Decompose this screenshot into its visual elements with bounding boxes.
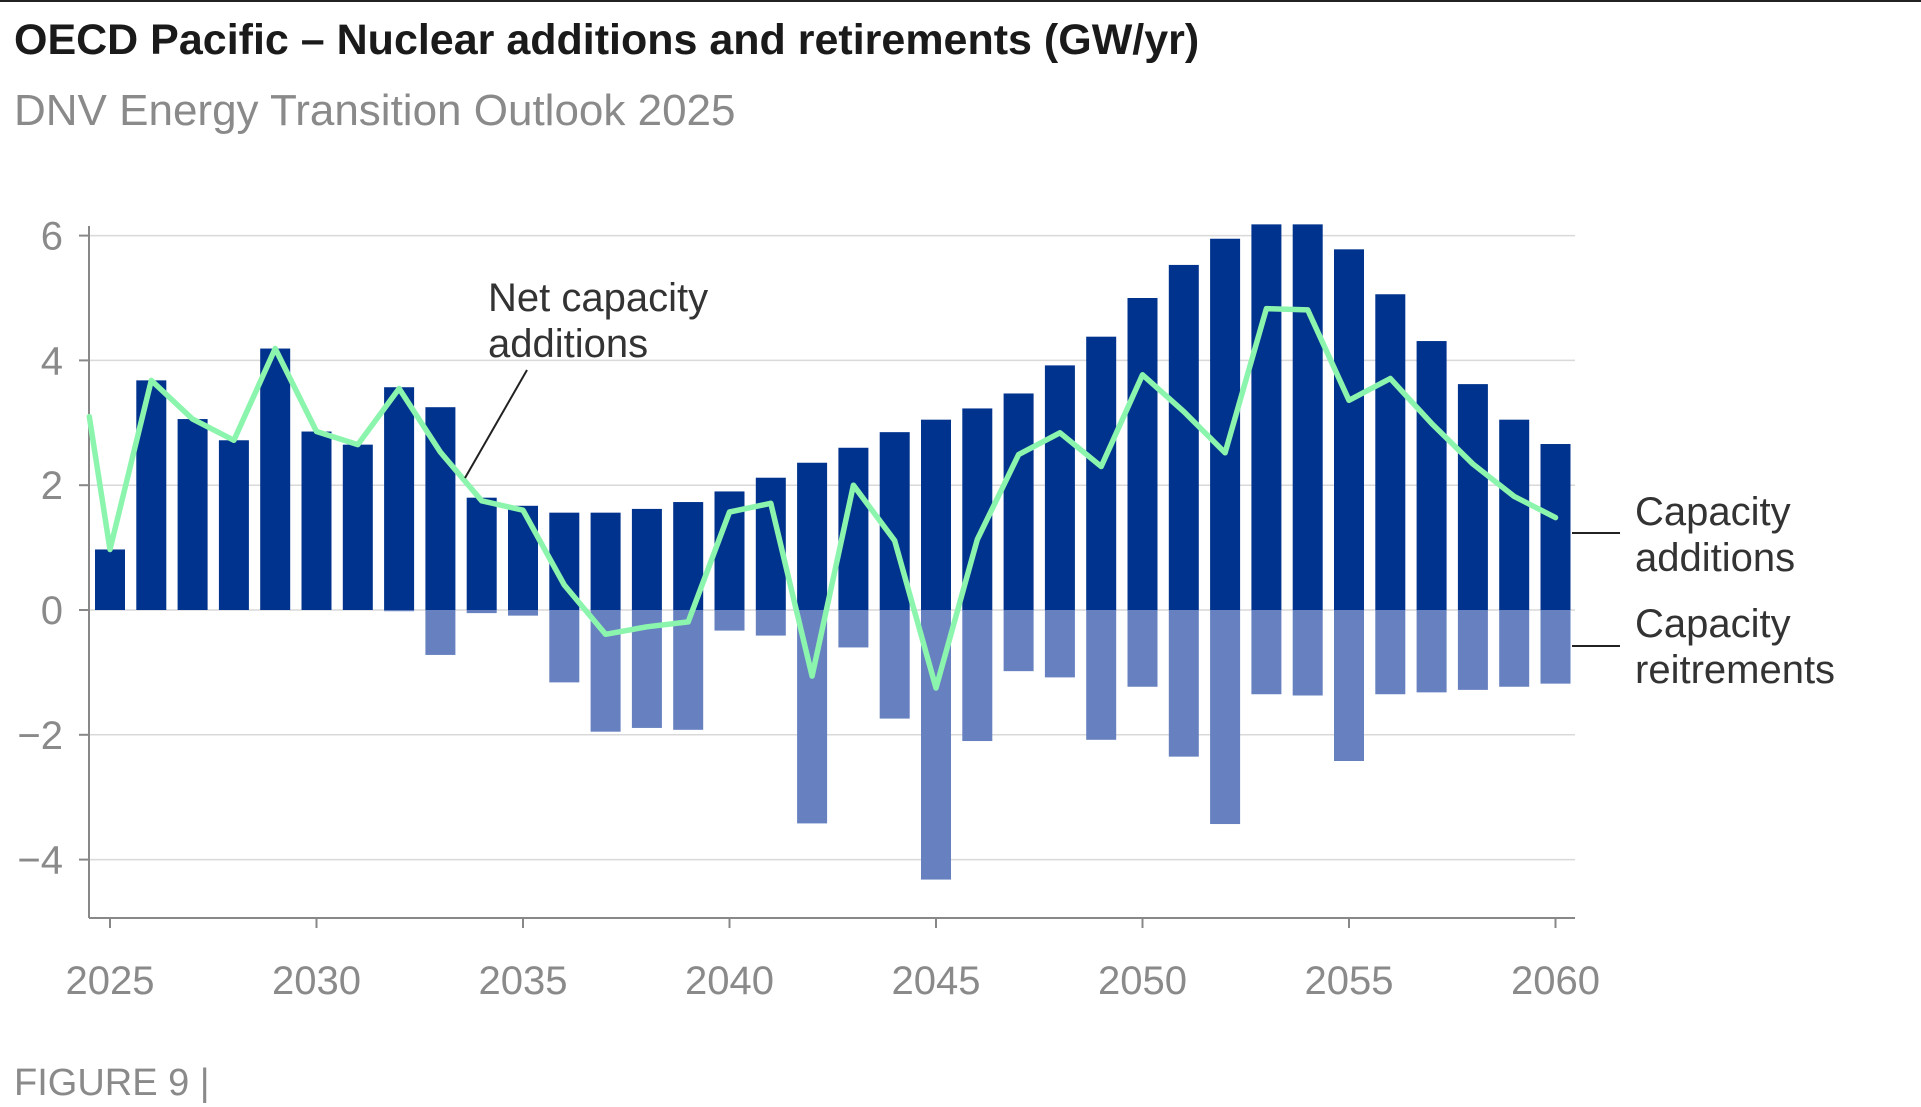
additions-bar (1127, 298, 1158, 610)
additions-bars (95, 224, 1571, 611)
retirements-bar (838, 610, 869, 648)
chart-title: OECD Pacific – Nuclear additions and ret… (14, 16, 1200, 64)
additions-bar (466, 497, 497, 610)
additions-bar (1292, 224, 1323, 611)
capacity-additions-label: Capacity (1635, 490, 1791, 534)
additions-bar (1457, 384, 1488, 610)
x-tick-label: 2050 (1098, 959, 1187, 1003)
additions-bar (218, 440, 249, 610)
retirements-bar (384, 610, 415, 612)
x-tick-label: 2045 (892, 959, 981, 1003)
additions-bar (95, 549, 125, 610)
additions-bar (590, 512, 621, 610)
additions-bar (1334, 249, 1364, 610)
retirements-bar (1375, 610, 1406, 695)
additions-bar (508, 505, 538, 610)
retirements-bar (466, 610, 497, 614)
net-capacity-label: additions (488, 322, 648, 366)
capacity-retirements-label: reitrements (1635, 648, 1835, 692)
y-tick-label: 6 (41, 215, 63, 259)
additions-bar (1251, 224, 1282, 611)
net-capacity-line (86, 305, 1559, 691)
additions-bar (1044, 365, 1075, 610)
retirements-bar (1499, 610, 1530, 687)
additions-bar (1168, 264, 1199, 610)
additions-bar (1003, 393, 1034, 610)
additions-bar (921, 419, 951, 610)
y-tick-label: 2 (41, 464, 63, 508)
grid (89, 234, 1575, 861)
additions-bar (301, 431, 332, 610)
x-tick-label: 2025 (66, 959, 155, 1003)
retirements-bar (1086, 610, 1117, 740)
additions-bar (177, 419, 208, 610)
x-tick-label: 2030 (272, 959, 361, 1003)
additions-bar (1086, 336, 1117, 610)
retirements-bar (1416, 610, 1447, 693)
y-tick-label: 4 (41, 339, 63, 383)
retirements-bar (879, 610, 910, 719)
retirements-bar (1127, 610, 1158, 687)
retirements-bar (1457, 610, 1488, 690)
figure-label: FIGURE 9 | (14, 1062, 210, 1104)
y-tick-label: 0 (41, 589, 63, 633)
retirements-bar (1168, 610, 1199, 757)
top-rule (0, 0, 1921, 2)
additions-bar (1540, 444, 1571, 610)
retirements-bar (549, 610, 580, 683)
retirements-bar (1210, 610, 1241, 825)
retirements-bars (384, 610, 1571, 880)
retirements-bar (962, 610, 993, 742)
annotations: Net capacityadditionsCapacityadditionsCa… (464, 276, 1835, 692)
x-tick-label: 2035 (479, 959, 568, 1003)
additions-bar (1375, 294, 1406, 610)
retirements-bar (755, 610, 786, 636)
retirements-bar (673, 610, 704, 730)
retirements-bar (590, 610, 621, 732)
x-tick-label: 2055 (1305, 959, 1394, 1003)
net-capacity-leader (464, 369, 528, 479)
retirements-bar (425, 610, 456, 655)
retirements-bar (1044, 610, 1075, 678)
y-tick-label: −4 (17, 839, 63, 883)
additions-bar (631, 508, 662, 610)
capacity-retirements-label: Capacity (1635, 602, 1791, 646)
retirements-bar (1003, 610, 1034, 672)
net-capacity-label: Net capacity (488, 276, 708, 320)
x-tick-label: 2040 (685, 959, 774, 1003)
retirements-bar (714, 610, 745, 631)
net-line (86, 305, 1559, 691)
chart-subtitle: DNV Energy Transition Outlook 2025 (14, 86, 736, 135)
additions-bar (1499, 419, 1530, 610)
retirements-bar (1540, 610, 1571, 684)
retirements-bar (1251, 610, 1282, 695)
capacity-additions-label: additions (1635, 536, 1795, 580)
additions-bar (260, 348, 291, 610)
retirements-bar (1292, 610, 1323, 696)
retirements-bar (1334, 610, 1364, 762)
additions-bar (342, 444, 373, 610)
axes: −4 −2 0 2 4 6 2025 2030 2035 2040 2045 2050 2055 2060 (17, 215, 1600, 1003)
retirements-bar (508, 610, 538, 616)
x-tick-label: 2060 (1511, 959, 1600, 1003)
additions-bar (1416, 341, 1447, 610)
additions-bar (797, 462, 828, 610)
additions-bar (384, 387, 415, 610)
y-tick-label: −2 (17, 714, 63, 758)
